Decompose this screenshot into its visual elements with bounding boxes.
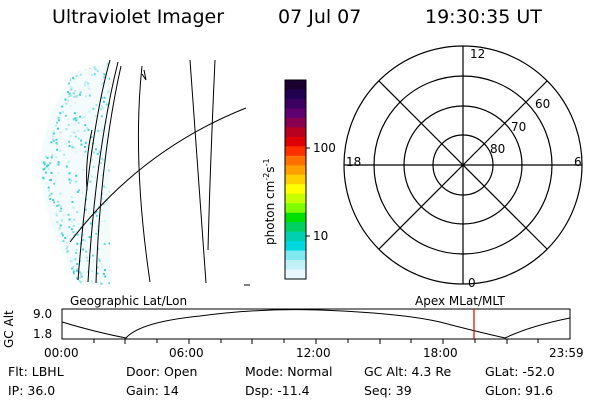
colorbar-band [285,241,306,252]
lat-label-80: 80 [490,142,506,156]
colorbar-band [285,193,306,204]
timeline-right-title: Apex MLat/MLT [415,294,505,308]
door-value: Door: Open [126,364,198,379]
colorbar-band [285,165,306,176]
date-label: 07 Jul 07 [278,6,362,28]
seq-value: Seq: 39 [364,383,412,398]
colorbar-tick-100: 100 [313,141,336,155]
lat-label-70: 70 [511,120,527,134]
glon-value: GLon: 91.6 [485,383,554,398]
meridian-line [137,65,151,283]
colorbar-band [285,250,306,261]
colorbar-band [285,136,306,147]
mlt-label-0: 0 [468,276,476,290]
timeline-x-tick: 06:00 [169,346,204,360]
gc-alt-value: GC Alt: 4.3 Re [364,364,452,379]
latitude-line [69,107,247,243]
lat-label-60: 60 [535,97,551,111]
colorbar-band [285,260,306,271]
meridian-line [77,59,111,281]
meridian-line [95,65,122,284]
colorbar-band [285,108,306,119]
coastline [141,69,147,81]
mlt-label-6: 6 [574,155,582,169]
colorbar-band [285,98,306,110]
time-label: 19:30:35 UT [425,6,542,28]
colorbar-band [285,222,306,233]
gain-value: Gain: 14 [126,383,179,398]
glat-value: GLat: -52.0 [485,364,555,379]
filter-value: Flt: LBHL [8,364,64,379]
colorbar-tick-10: 10 [313,229,329,243]
geographic-grid-lines [69,59,250,286]
colorbar-band [285,127,306,138]
colorbar-band [285,203,306,214]
timeline-y-tick-max: 9.0 [33,307,53,321]
meridian-line [189,59,207,284]
mlt-line-diag [378,80,548,250]
colorbar-band [285,89,306,100]
meridian-line [87,61,119,283]
mlt-label-18: 18 [346,155,362,169]
colorbar-band [285,269,306,280]
timeline-x-tick: 18:00 [423,346,458,360]
mode-value: Mode: Normal [245,364,333,379]
ip-value: IP: 36.0 [8,383,56,398]
timeline-frame [61,308,571,340]
timeline-x-tick: 12:00 [296,346,331,360]
timeline-left-title: Geographic Lat/Lon [70,294,188,308]
colorbar-band [285,155,306,166]
instrument-title: Ultraviolet Imager [52,6,225,28]
colorbar-band [285,212,306,223]
colorbar-band [285,80,306,91]
timeline-x-tick: 00:00 [44,346,79,360]
meridian-line [207,59,216,251]
timeline-x-tick: 23:59 [549,346,584,360]
coastline [86,129,93,191]
dsp-value: Dsp: -11.4 [245,383,310,398]
colorbar-band [285,146,306,157]
mlt-label-12: 12 [470,47,486,61]
colorbar-band [285,184,306,195]
colorbar-band [285,174,306,185]
timeline-y-tick-min: 1.8 [33,327,53,341]
colorbar-band [285,231,306,242]
altitude-curve [61,309,571,339]
colorbar-band [285,117,306,128]
